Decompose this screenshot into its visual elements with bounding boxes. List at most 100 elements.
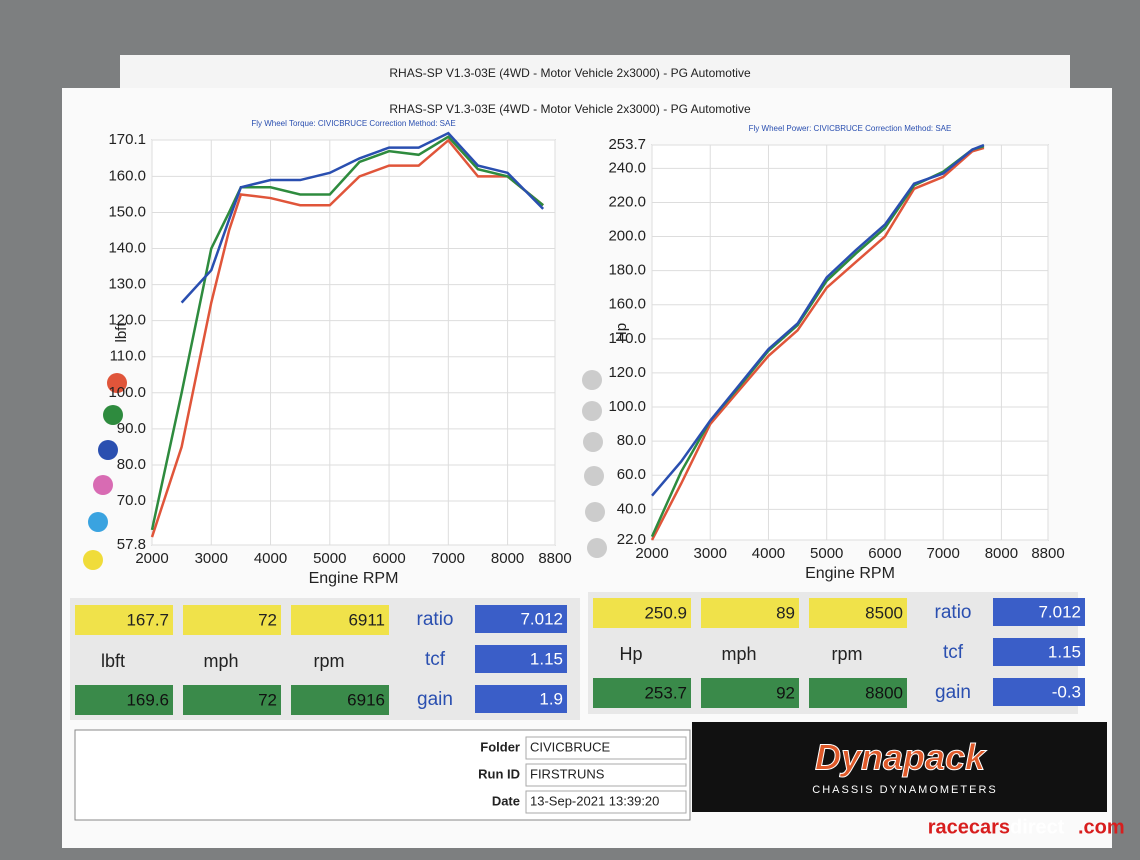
factor-label: gain xyxy=(935,682,971,703)
readout-box xyxy=(593,598,691,628)
x-tick-label: 8800 xyxy=(538,550,571,567)
readout-unit: rpm xyxy=(832,644,863,664)
readout-value: 8800 xyxy=(865,683,903,702)
readout-box xyxy=(809,678,907,708)
readout-value: 72 xyxy=(258,610,277,629)
x-tick-label: 6000 xyxy=(868,545,901,562)
readout-value: 92 xyxy=(776,683,795,702)
info-label: Date xyxy=(492,793,520,808)
info-label: Folder xyxy=(480,739,520,754)
factor-box xyxy=(993,638,1085,666)
swatch xyxy=(585,502,605,522)
factor-value: 1.9 xyxy=(539,689,563,708)
y-tick-label: 100.0 xyxy=(108,384,146,401)
y-tick-label: 70.0 xyxy=(117,492,146,509)
factor-label: tcf xyxy=(943,642,964,663)
y-tick-label: 90.0 xyxy=(117,420,146,437)
chart-subtitle: Fly Wheel Power: CIVICBRUCE Correction M… xyxy=(749,124,952,133)
y-tick-label: 80.0 xyxy=(617,432,646,449)
swatch xyxy=(582,370,602,390)
readout-value: 72 xyxy=(258,690,277,709)
logo-box xyxy=(692,722,1107,812)
watermark: racecars xyxy=(928,816,1010,838)
y-tick-label: 220.0 xyxy=(608,193,646,210)
y-tick-label: 130.0 xyxy=(108,276,146,293)
series-line xyxy=(150,135,544,531)
factor-box xyxy=(475,605,567,633)
series-line xyxy=(651,143,985,497)
logo: Dynapack xyxy=(815,737,987,778)
y-axis-label: lbft xyxy=(113,322,130,343)
x-tick-label: 2000 xyxy=(635,545,668,562)
readout-box xyxy=(183,605,281,635)
swatch xyxy=(93,475,113,495)
readout-box xyxy=(75,685,173,715)
readout-unit: Hp xyxy=(619,644,642,664)
x-axis-label: Engine RPM xyxy=(309,570,399,587)
readout-value: 167.7 xyxy=(126,610,169,629)
readout-box xyxy=(701,678,799,708)
info-field xyxy=(525,763,687,787)
swatch xyxy=(88,512,108,532)
y-tick-label: 180.0 xyxy=(608,262,646,279)
readout-box xyxy=(75,605,173,635)
y-tick-label: 22.0 xyxy=(617,531,646,548)
info-field xyxy=(525,790,687,814)
readout-box xyxy=(701,598,799,628)
x-tick-label: 6000 xyxy=(372,550,405,567)
y-tick-label: 57.8 xyxy=(117,536,146,553)
swatch xyxy=(587,538,607,558)
y-tick-label: 40.0 xyxy=(617,500,646,517)
y-tick-label: 140.0 xyxy=(608,330,646,347)
x-tick-label: 4000 xyxy=(752,545,785,562)
readout-unit: mph xyxy=(203,651,238,671)
readout-value: 8500 xyxy=(865,603,903,622)
factor-label: ratio xyxy=(417,609,454,630)
info-value: FIRSTRUNS xyxy=(530,766,605,781)
y-tick-label: 200.0 xyxy=(608,228,646,245)
x-tick-label: 2000 xyxy=(135,550,168,567)
factor-value: 1.15 xyxy=(1048,642,1081,661)
swatches xyxy=(83,370,607,570)
readout-unit: lbft xyxy=(101,651,125,671)
series-line xyxy=(180,131,545,304)
x-tick-label: 8000 xyxy=(491,550,524,567)
readout-box xyxy=(593,678,691,708)
y-tick-label: 160.0 xyxy=(608,296,646,313)
y-tick-label: 160.0 xyxy=(108,167,146,184)
y-tick-label: 140.0 xyxy=(108,240,146,257)
factor-box xyxy=(993,598,1085,626)
plot-area xyxy=(651,144,1049,541)
y-tick-label: 120.0 xyxy=(608,364,646,381)
x-tick-label: 7000 xyxy=(926,545,959,562)
factor-value: 1.15 xyxy=(530,649,563,668)
y-tick-label: 170.1 xyxy=(108,131,146,148)
y-tick-label: 110.0 xyxy=(110,348,146,365)
y-tick-label: 80.0 xyxy=(117,456,146,473)
swatch xyxy=(584,466,604,486)
readout-value: 6916 xyxy=(347,690,385,709)
x-tick-label: 4000 xyxy=(254,550,287,567)
factor-value: 7.012 xyxy=(1038,602,1081,621)
factor-label: ratio xyxy=(935,602,972,623)
readout-box xyxy=(183,685,281,715)
swatch xyxy=(103,405,123,425)
readout-box xyxy=(291,605,389,635)
info-value: CIVICBRUCE xyxy=(530,739,611,754)
y-axis-label: Hp xyxy=(613,323,630,342)
factor-box xyxy=(475,645,567,673)
y-tick-label: 240.0 xyxy=(608,159,646,176)
series-line xyxy=(650,146,985,541)
factor-box xyxy=(475,685,567,713)
swatch xyxy=(98,440,118,460)
swatch xyxy=(583,432,603,452)
swatch xyxy=(83,550,103,570)
factor-value: -0.3 xyxy=(1052,682,1081,701)
watermark: .com xyxy=(1078,816,1125,838)
plot-area xyxy=(151,139,556,546)
logo-subtitle: CHASSIS DYNAMOMETERS xyxy=(812,784,997,796)
chart-subtitle: Fly Wheel Torque: CIVICBRUCE Correction … xyxy=(251,119,455,128)
factor-value: 7.012 xyxy=(520,609,563,628)
